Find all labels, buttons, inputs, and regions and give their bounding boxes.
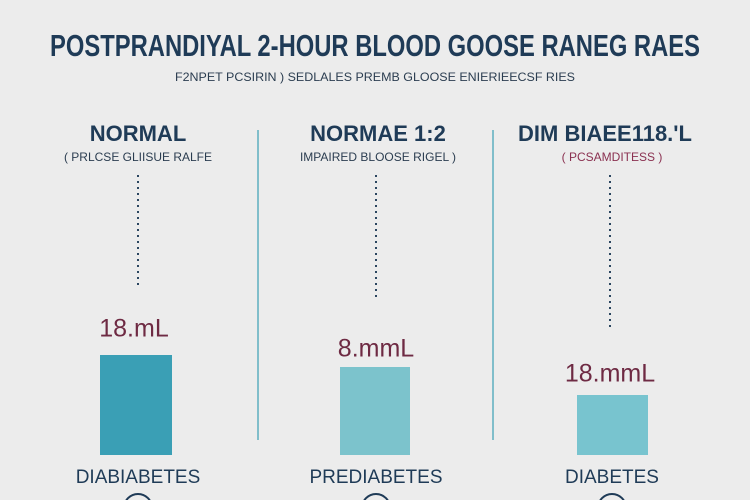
panel-subtitle: ( PRLCSE GLIISUE RALFE — [64, 150, 212, 164]
value-label: 18.mmL — [565, 360, 655, 388]
value-label: 8.mmL — [338, 335, 415, 363]
subtitle: F2NPET PCSIRIN ) SEDLALES PREMB GLOOSE E… — [175, 70, 575, 84]
panel-title: NORMAL — [90, 121, 187, 146]
panel-subtitle: ( PCSAMDITESS ) — [562, 150, 663, 164]
title: POSTPRANDIYAL 2-HOUR BLOOD GOOSE RANEG R… — [50, 28, 700, 63]
icon — [599, 493, 625, 500]
icon — [363, 493, 389, 500]
panel-title: DIM BIAEE118.'L — [518, 121, 692, 146]
value-label: 18.mL — [99, 315, 169, 343]
category-label: DIABIABETES — [76, 467, 201, 488]
icon — [125, 493, 151, 500]
category-label: DIABETES — [565, 467, 659, 488]
panel-subtitle: IMPAIRED BLOOSE RIGEL ) — [300, 150, 456, 164]
category-label: PREDIABETES — [309, 467, 442, 488]
bar — [100, 355, 172, 455]
panel-title: NORMAE 1:2 — [310, 121, 446, 146]
bar — [340, 367, 410, 455]
bar — [577, 395, 648, 455]
